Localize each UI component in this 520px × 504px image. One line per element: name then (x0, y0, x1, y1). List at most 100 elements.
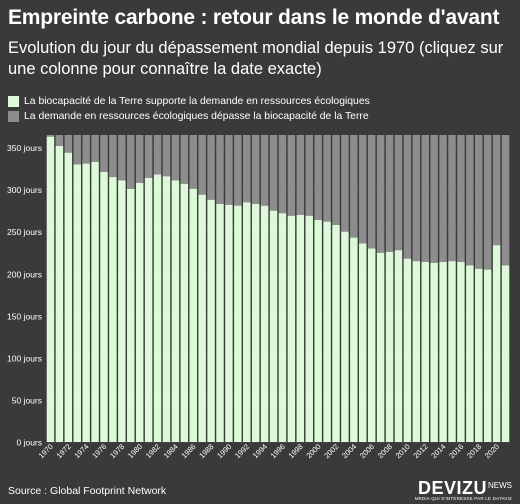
bar-demand[interactable] (153, 135, 162, 175)
bar-supply[interactable] (483, 269, 492, 442)
legend-item-supply[interactable]: La biocapacité de la Terre supporte la d… (8, 94, 513, 108)
bar-supply[interactable] (439, 262, 447, 442)
bar-demand[interactable] (260, 135, 269, 206)
bar-supply[interactable] (430, 262, 438, 442)
bar-supply[interactable] (376, 252, 385, 442)
bar-supply[interactable] (225, 204, 233, 442)
bar-demand[interactable] (180, 135, 189, 184)
bar-supply[interactable] (323, 221, 331, 442)
bar-demand[interactable] (492, 135, 501, 246)
bar-supply[interactable] (162, 176, 171, 443)
bar-demand[interactable] (475, 135, 483, 269)
bar-supply[interactable] (127, 188, 135, 442)
bar-demand[interactable] (251, 135, 260, 204)
bar-demand[interactable] (296, 135, 305, 215)
bar-supply[interactable] (350, 237, 358, 442)
bar-demand[interactable] (483, 135, 492, 270)
bar-demand[interactable] (64, 135, 73, 153)
bar-demand[interactable] (287, 135, 296, 216)
bar-demand[interactable] (198, 135, 206, 195)
bar-demand[interactable] (305, 135, 313, 216)
bar-supply[interactable] (332, 224, 340, 442)
bar-demand[interactable] (403, 135, 412, 259)
bar-supply[interactable] (475, 268, 483, 442)
bar-demand[interactable] (234, 135, 242, 206)
bar-supply[interactable] (492, 245, 501, 442)
bar-supply[interactable] (64, 152, 73, 442)
bar-supply[interactable] (234, 205, 242, 442)
bar-supply[interactable] (243, 202, 251, 442)
bar-supply[interactable] (501, 265, 510, 442)
bar-demand[interactable] (278, 135, 287, 214)
bar-supply[interactable] (118, 180, 126, 442)
bar-demand[interactable] (341, 135, 349, 232)
bar-supply[interactable] (135, 182, 144, 442)
bar-demand[interactable] (412, 135, 421, 262)
bar-demand[interactable] (448, 135, 456, 262)
bar-supply[interactable] (457, 262, 465, 442)
bar-demand[interactable] (501, 135, 510, 266)
bar-supply[interactable] (421, 262, 429, 442)
bar-demand[interactable] (457, 135, 465, 263)
bar-demand[interactable] (118, 135, 126, 181)
bar-supply[interactable] (73, 164, 81, 442)
bar-supply[interactable] (367, 248, 376, 442)
bar-supply[interactable] (189, 188, 197, 442)
bar-supply[interactable] (296, 214, 305, 442)
bar-supply[interactable] (100, 172, 108, 442)
bar-demand[interactable] (314, 135, 322, 220)
bar-supply[interactable] (251, 203, 260, 442)
bar-supply[interactable] (448, 261, 456, 442)
bar-demand[interactable] (243, 135, 251, 203)
bar-supply[interactable] (55, 145, 64, 442)
bar-demand[interactable] (171, 135, 180, 181)
bar-demand[interactable] (162, 135, 171, 177)
bar-supply[interactable] (91, 161, 99, 442)
bar-supply[interactable] (403, 258, 412, 442)
bar-supply[interactable] (171, 180, 180, 442)
bar-demand[interactable] (46, 135, 55, 137)
bar-demand[interactable] (359, 135, 367, 244)
bar-supply[interactable] (82, 163, 90, 442)
bar-supply[interactable] (269, 210, 278, 442)
bar-supply[interactable] (180, 183, 189, 442)
bar-supply[interactable] (198, 194, 206, 442)
bar-supply[interactable] (305, 215, 313, 442)
bar-supply[interactable] (385, 251, 394, 442)
bar-demand[interactable] (376, 135, 385, 253)
bar-demand[interactable] (225, 135, 233, 205)
bar-demand[interactable] (189, 135, 197, 189)
bar-demand[interactable] (127, 135, 135, 189)
bar-demand[interactable] (269, 135, 278, 211)
legend-item-demand[interactable]: La demande en ressources écologiques dép… (8, 109, 513, 123)
bar-demand[interactable] (82, 135, 90, 164)
bar-supply[interactable] (359, 243, 367, 442)
bar-demand[interactable] (216, 135, 224, 204)
bar-supply[interactable] (109, 177, 117, 442)
bar-supply[interactable] (260, 205, 269, 442)
bar-supply[interactable] (287, 215, 296, 442)
bar-supply[interactable] (466, 265, 474, 442)
bar-demand[interactable] (430, 135, 438, 263)
bar-demand[interactable] (421, 135, 429, 263)
bar-supply[interactable] (207, 199, 215, 442)
bar-supply[interactable] (46, 136, 55, 442)
bar-supply[interactable] (341, 231, 349, 442)
bar-demand[interactable] (100, 135, 108, 173)
bar-supply[interactable] (278, 213, 287, 442)
bar-demand[interactable] (439, 135, 447, 263)
brand-logo[interactable]: DEVIZUNEWS MEDIA QUI S'INTERESSE PAR LE … (415, 478, 512, 501)
bar-demand[interactable] (385, 135, 394, 252)
bar-demand[interactable] (144, 135, 153, 178)
bar-demand[interactable] (394, 135, 403, 251)
bar-demand[interactable] (466, 135, 474, 266)
bar-demand[interactable] (367, 135, 376, 249)
bar-supply[interactable] (144, 177, 153, 443)
bar-demand[interactable] (207, 135, 215, 200)
bar-supply[interactable] (314, 219, 322, 442)
bar-supply[interactable] (216, 203, 224, 442)
bar-supply[interactable] (153, 174, 162, 443)
bar-supply[interactable] (412, 261, 421, 442)
bar-demand[interactable] (350, 135, 358, 238)
bar-demand[interactable] (55, 135, 64, 146)
